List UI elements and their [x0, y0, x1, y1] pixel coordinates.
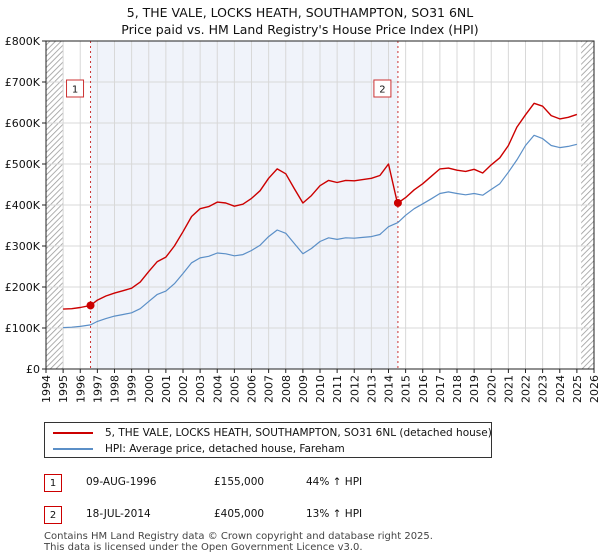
x-tick-label: 2018: [451, 375, 464, 403]
x-tick-label: 2023: [537, 375, 550, 403]
sale-label-box: [66, 79, 85, 98]
x-tick-label: 1999: [126, 375, 139, 403]
x-tick-label: 2010: [314, 375, 327, 403]
x-tick-label: 2008: [280, 375, 293, 403]
x-tick-label: 2016: [417, 375, 430, 403]
sale-date: 18-JUL-2014: [86, 508, 151, 520]
x-tick-label: 2017: [434, 375, 447, 403]
legend: 5, THE VALE, LOCKS HEATH, SOUTHAMPTON, S…: [44, 422, 492, 458]
title-line-1: 5, THE VALE, LOCKS HEATH, SOUTHAMPTON, S…: [126, 5, 474, 20]
x-tick-label: 2020: [485, 375, 498, 403]
sale-row: 2 18-JUL-2014 £405,000 13% ↑ HPI: [44, 506, 564, 526]
x-tick-label: 2024: [554, 375, 567, 403]
x-tick-label: 1995: [57, 375, 70, 403]
legend-swatch-hpi: [53, 448, 93, 450]
sale-label-number: 2: [379, 85, 385, 96]
sale-price: £405,000: [214, 508, 265, 520]
y-tick-label: £800K: [5, 35, 41, 48]
x-tick-label: 2006: [246, 375, 259, 403]
y-tick-label: £200K: [5, 281, 41, 294]
x-tick-label: 2019: [468, 375, 481, 403]
x-tick-label: 2012: [348, 375, 361, 403]
x-tick-label: 1996: [74, 375, 87, 403]
footer-copyright: Contains HM Land Registry data © Crown c…: [44, 531, 433, 542]
footer: Contains HM Land Registry data © Crown c…: [44, 531, 433, 553]
markers-layer: [86, 198, 402, 310]
property-price-line: [63, 102, 578, 310]
grid-layer: [45, 40, 595, 370]
x-tick-label: 2005: [228, 375, 241, 403]
sale-point: [86, 301, 95, 310]
axis-layer: £0 £100K £200K £300K £400K £500K £600K £700K £80…: [5, 35, 600, 403]
legend-label-hpi: HPI: Average price, detached house, Fare…: [105, 443, 345, 455]
legend-item-hpi: HPI: Average price, detached house, Fare…: [53, 441, 345, 457]
x-tick-label: 1994: [40, 375, 53, 403]
x-tick-label: 2009: [297, 375, 310, 403]
y-tick-label: £0: [26, 363, 40, 376]
sale-price: £155,000: [214, 476, 265, 488]
x-tick-label: 1997: [91, 375, 104, 403]
sale-date: 09-AUG-1996: [86, 476, 157, 488]
y-tick-label: £600K: [5, 117, 41, 130]
y-tick-label: £100K: [5, 322, 41, 335]
hpi-line: [63, 134, 578, 329]
x-tick-label: 2021: [502, 375, 515, 403]
y-tick-label: £700K: [5, 76, 41, 89]
y-tick-label: £500K: [5, 158, 41, 171]
x-tick-label: 2001: [160, 375, 173, 403]
sale-number-badge: 2: [44, 506, 62, 524]
legend-swatch-property: [53, 432, 93, 434]
x-tick-label: 2004: [211, 375, 224, 403]
x-tick-label: 2013: [365, 375, 378, 403]
series-layer: [63, 102, 578, 329]
x-tick-label: 2015: [400, 375, 413, 403]
x-tick-label: 2002: [177, 375, 190, 403]
legend-item-property: 5, THE VALE, LOCKS HEATH, SOUTHAMPTON, S…: [53, 425, 492, 441]
title-line-2: Price paid vs. HM Land Registry's House …: [121, 22, 479, 37]
x-tick-label: 2000: [143, 375, 156, 403]
y-tick-label: £300K: [5, 240, 41, 253]
x-tick-label: 1998: [109, 375, 122, 403]
sale-hpi-change: 44% ↑ HPI: [306, 476, 363, 488]
x-tick-label: 2022: [520, 375, 533, 403]
x-tick-label: 2025: [571, 375, 584, 403]
x-tick-label: 2014: [383, 375, 396, 403]
x-tick-label: 2026: [588, 375, 600, 403]
sale-hpi-change: 13% ↑ HPI: [306, 508, 363, 520]
sale-point: [393, 198, 402, 207]
sale-label-box: [373, 79, 392, 98]
sale-row: 1 09-AUG-1996 £155,000 44% ↑ HPI: [44, 474, 564, 494]
y-tick-label: £400K: [5, 199, 41, 212]
footer-licence: This data is licensed under the Open Gov…: [44, 542, 363, 553]
chart-title: 5, THE VALE, LOCKS HEATH, SOUTHAMPTON, S…: [0, 4, 600, 38]
sale-number-badge: 1: [44, 474, 62, 492]
legend-label-property: 5, THE VALE, LOCKS HEATH, SOUTHAMPTON, S…: [105, 427, 492, 439]
x-tick-label: 2007: [263, 375, 276, 403]
x-tick-label: 2011: [331, 375, 344, 403]
sale-label-number: 1: [72, 85, 78, 96]
x-tick-label: 2003: [194, 375, 207, 403]
